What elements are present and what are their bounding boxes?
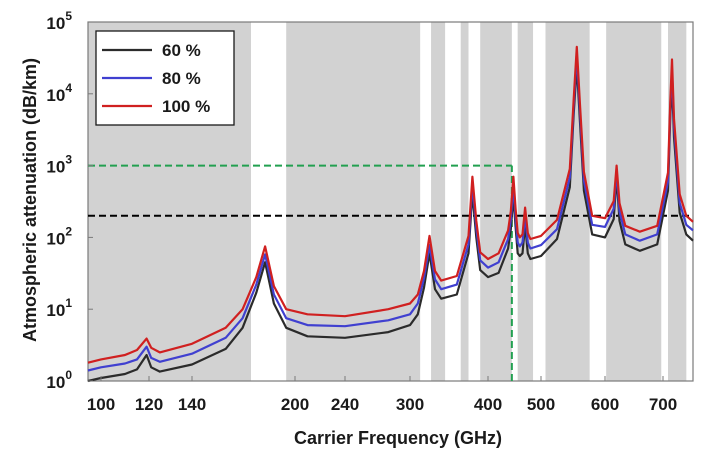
y-tick-label: 104: [46, 81, 72, 105]
legend-label: 100 %: [162, 97, 210, 116]
shaded-band: [480, 22, 512, 381]
x-tick-label: 120: [135, 395, 163, 414]
x-tick-label: 600: [591, 395, 619, 414]
y-axis-ticks: 100 101 102 103 104 105: [46, 9, 93, 392]
legend-label: 80 %: [162, 69, 201, 88]
legend-label: 60 %: [162, 41, 201, 60]
series-line: [87, 45, 694, 364]
y-tick-label: 102: [46, 224, 72, 248]
y-axis-label: Atmospheric attenuation (dB/km): [20, 58, 40, 342]
shaded-band: [460, 22, 469, 381]
y-tick-label: 101: [46, 296, 72, 320]
x-axis-label: Carrier Frequency (GHz): [294, 428, 502, 448]
x-tick-label: 300: [396, 395, 424, 414]
x-tick-label: 140: [178, 395, 206, 414]
x-tick-label: 700: [649, 395, 677, 414]
x-tick-label: 200: [281, 395, 309, 414]
shaded-band: [545, 22, 590, 381]
plot-area-frame: [87, 21, 694, 382]
x-tick-label: 400: [474, 395, 502, 414]
y-tick-label: 105: [46, 9, 72, 33]
legend: 60 % 80 % 100 %: [95, 30, 235, 126]
shaded-band: [517, 22, 534, 381]
x-axis-ticks: 100 120 140 200 240 300 400 500 600 700: [87, 376, 677, 414]
x-tick-label: 500: [527, 395, 555, 414]
x-tick-label: 100: [87, 395, 115, 414]
series-lines: [87, 45, 694, 383]
x-tick-label: 240: [331, 395, 359, 414]
y-tick-label: 103: [46, 153, 72, 177]
shaded-band: [286, 22, 421, 381]
y-tick-label: 100: [46, 368, 72, 392]
shaded-band: [431, 22, 446, 381]
